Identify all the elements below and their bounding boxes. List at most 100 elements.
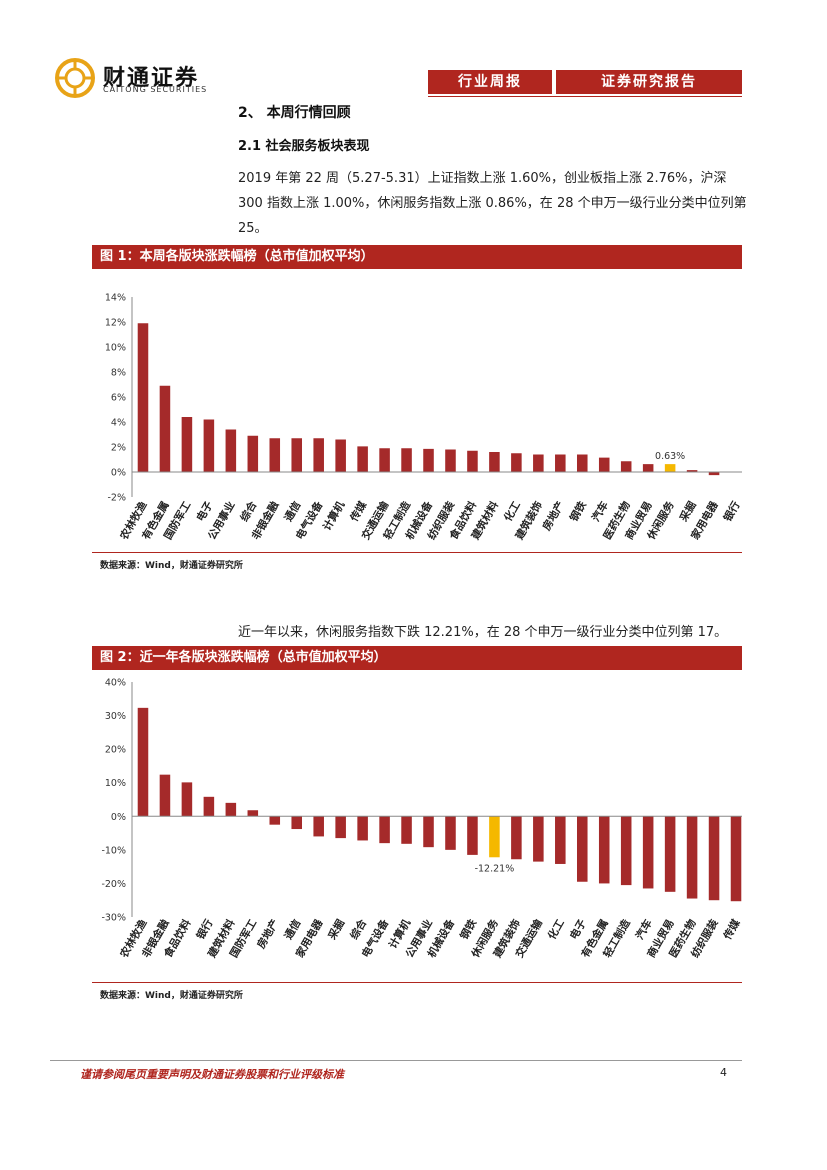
category-label: 采掘 (325, 917, 347, 943)
bar (159, 385, 171, 472)
y-tick-label: -2% (108, 493, 127, 504)
y-tick-label: 10% (105, 343, 126, 354)
figure1-source: 数据来源：Wind，财通证券研究所 (100, 561, 243, 571)
bar (511, 453, 522, 472)
bar (379, 816, 390, 844)
section-title: 2、 本周行情回顾 (238, 105, 351, 121)
bar (335, 439, 346, 472)
category-label: 采掘 (676, 499, 698, 525)
y-tick-label: 8% (111, 368, 126, 379)
category-label: 汽车 (633, 917, 655, 942)
header-tab-report: 证券研究报告 (556, 70, 742, 94)
bar (598, 457, 610, 472)
logo-coin-icon (55, 58, 95, 98)
bar (291, 816, 303, 830)
bar (511, 816, 522, 860)
bar (401, 448, 412, 472)
category-label: 通信 (282, 917, 304, 942)
y-tick-label: 10% (105, 778, 126, 789)
bar (313, 438, 324, 472)
brand-name-en: CAITONG SECURITIES (103, 85, 208, 94)
bar (247, 810, 259, 817)
bar (181, 417, 193, 472)
bar (598, 816, 610, 884)
bar (269, 816, 281, 825)
y-tick-label: 20% (105, 745, 126, 756)
category-label: 电子 (567, 917, 589, 942)
category-label: 钢铁 (457, 917, 479, 942)
section-subtitle: 2.1 社会服务板块表现 (238, 139, 370, 154)
brand-name-cn: 财通证券 (103, 65, 200, 91)
category-label: 传媒 (347, 499, 370, 525)
figure2-source: 数据来源：Wind，财通证券研究所 (100, 991, 243, 1001)
bar (137, 707, 149, 817)
category-label: 房地产 (254, 917, 281, 951)
bar (620, 461, 632, 472)
header-tab-weekly: 行业周报 (428, 70, 552, 94)
bar (730, 816, 742, 902)
bar (642, 464, 654, 472)
bar (335, 816, 346, 839)
bar (686, 816, 698, 899)
bar (708, 472, 720, 476)
y-tick-label: -30% (101, 913, 126, 924)
bar (247, 435, 259, 472)
figure2-rule (92, 982, 742, 983)
highlight-data-label: -12.21% (475, 863, 515, 874)
category-label: 综合 (347, 917, 369, 942)
category-label: 计算机 (320, 499, 347, 533)
y-tick-label: -10% (101, 845, 126, 856)
category-label: 通信 (282, 499, 304, 524)
bar (489, 452, 500, 472)
bar (555, 816, 566, 864)
y-tick-label: -20% (101, 879, 126, 890)
category-label: 化工 (501, 499, 523, 524)
bar (137, 323, 149, 472)
bar (203, 419, 215, 472)
bar (357, 816, 368, 841)
category-label: 汽车 (589, 499, 611, 524)
bar (203, 796, 215, 817)
category-label: 银行 (721, 499, 742, 524)
bar (225, 429, 237, 472)
bar (423, 816, 434, 848)
category-label: 综合 (238, 499, 260, 524)
bar (269, 438, 281, 472)
figure1-title: 图 1：本周各版块涨跌幅榜（总市值加权平均） (92, 245, 742, 269)
bar (225, 802, 237, 817)
footer-disclaimer: 谨请参阅尾页重要声明及财通证券股票和行业评级标准 (80, 1068, 344, 1081)
bar (533, 816, 544, 862)
bar (555, 454, 566, 472)
bar (642, 816, 654, 889)
y-tick-label: 6% (111, 393, 126, 404)
paragraph-weekly: 2019 年第 22 周（5.27-5.31）上证指数上涨 1.60%，创业板指… (238, 171, 747, 236)
bar (576, 454, 588, 472)
bar (159, 774, 171, 817)
y-tick-label: 12% (105, 318, 126, 329)
y-tick-label: 14% (105, 293, 126, 304)
paragraph-yearly: 近一年以来，休闲服务指数下跌 12.21%，在 28 个申万一级行业分类中位列第… (238, 625, 728, 640)
bar (357, 446, 368, 472)
header-divider (428, 96, 742, 97)
figure1-rule (92, 552, 742, 553)
bar (401, 816, 412, 844)
highlight-bar (664, 464, 676, 472)
bar (423, 448, 434, 472)
category-label: 房地产 (540, 499, 567, 533)
y-tick-label: 4% (111, 418, 126, 429)
figure2-title: 图 2：近一年各版块涨跌幅榜（总市值加权平均） (92, 646, 742, 670)
bar (467, 450, 478, 472)
bar (708, 816, 720, 901)
bar (467, 816, 478, 855)
bar (576, 816, 588, 882)
bar (181, 782, 193, 817)
company-logo: 财通证券 CAITONG SECURITIES (55, 58, 215, 98)
y-tick-label: 40% (105, 678, 126, 689)
page-number: 4 (720, 1066, 727, 1079)
category-label: 银行 (194, 917, 216, 942)
footer-divider (50, 1060, 742, 1061)
category-label: 传媒 (720, 917, 742, 943)
bar (379, 448, 390, 472)
y-tick-label: 0% (111, 468, 126, 479)
